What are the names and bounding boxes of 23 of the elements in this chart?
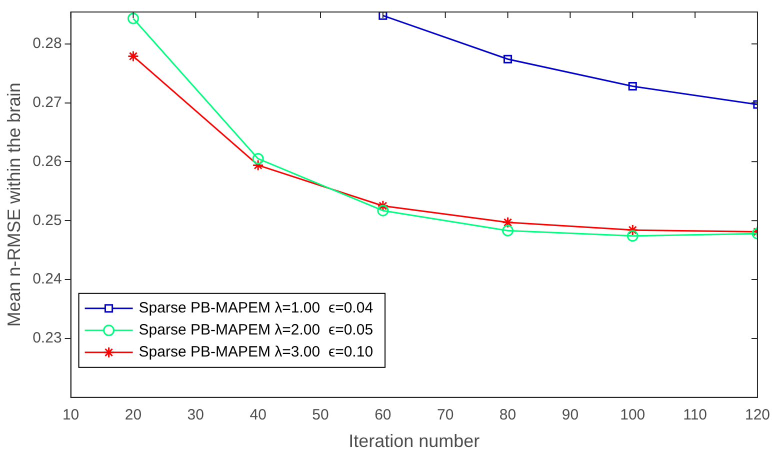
y-axis-title: Mean n-RMSE within the brain bbox=[4, 82, 24, 327]
y-tick-label: 0.26 bbox=[32, 152, 62, 170]
x-tick-label: 50 bbox=[312, 406, 329, 424]
x-tick-label: 120 bbox=[744, 406, 770, 424]
y-tick-label: 0.27 bbox=[32, 94, 62, 111]
y-tick-label: 0.28 bbox=[32, 34, 62, 52]
y-tick-label: 0.25 bbox=[32, 212, 62, 229]
legend-label: Sparse PB-MAPEM λ=1.00 ϵ=0.04 bbox=[138, 300, 374, 317]
x-axis-title: Iteration number bbox=[348, 431, 480, 452]
legend-label: Sparse PB-MAPEM λ=2.00 ϵ=0.05 bbox=[138, 322, 374, 339]
legend-label: Sparse PB-MAPEM λ=3.00 ϵ=0.10 bbox=[138, 344, 374, 361]
x-tick-label: 60 bbox=[374, 406, 392, 424]
x-tick-label: 20 bbox=[124, 406, 142, 424]
x-tick-label: 70 bbox=[437, 406, 454, 424]
x-tick-label: 110 bbox=[683, 406, 708, 424]
y-tick-label: 0.24 bbox=[32, 270, 62, 288]
x-tick-label: 30 bbox=[187, 406, 204, 424]
x-tick-label: 10 bbox=[62, 406, 80, 424]
x-tick-label: 80 bbox=[499, 406, 516, 424]
y-tick-label: 0.23 bbox=[32, 330, 62, 347]
x-tick-label: 90 bbox=[562, 406, 579, 424]
x-tick-label: 40 bbox=[250, 406, 266, 424]
x-tick-label: 100 bbox=[620, 406, 646, 424]
